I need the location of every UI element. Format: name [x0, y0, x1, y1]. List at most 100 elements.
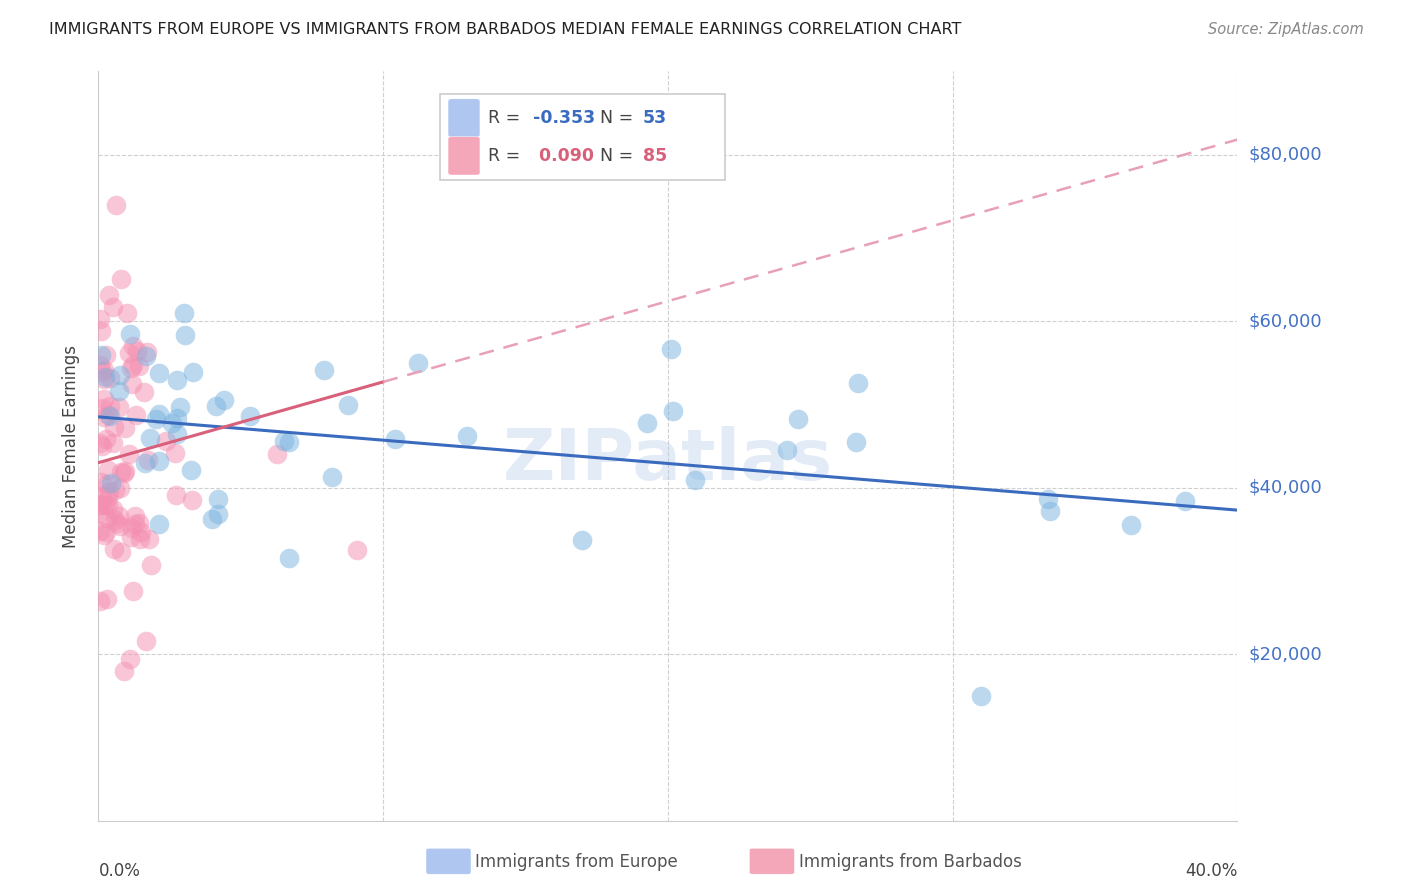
Text: 0.090: 0.090	[533, 147, 595, 165]
Point	[108, 519, 131, 533]
Point	[181, 493, 204, 508]
Point	[118, 652, 141, 666]
Point	[97, 463, 120, 477]
Point	[98, 370, 121, 384]
Point	[118, 447, 141, 461]
Point	[108, 368, 131, 382]
Point	[104, 197, 127, 211]
Point	[204, 399, 226, 413]
Text: Immigrants from Barbados: Immigrants from Barbados	[799, 853, 1022, 871]
Point	[1119, 517, 1142, 532]
Point	[97, 409, 120, 423]
Point	[118, 327, 141, 342]
Point	[122, 359, 145, 373]
Point	[321, 469, 343, 483]
Point	[148, 516, 170, 531]
Text: 53: 53	[643, 109, 666, 127]
Text: $80,000: $80,000	[1249, 145, 1322, 163]
Point	[121, 521, 143, 535]
Point	[636, 416, 658, 430]
Point	[103, 419, 125, 434]
Point	[155, 434, 177, 448]
Point	[128, 532, 150, 546]
Point	[90, 348, 112, 362]
Point	[96, 432, 118, 446]
Text: ZIPatlas: ZIPatlas	[503, 426, 832, 495]
Point	[120, 360, 142, 375]
Point	[96, 591, 118, 606]
Point	[89, 594, 111, 608]
Text: 40.0%: 40.0%	[1185, 862, 1237, 880]
Text: 85: 85	[643, 147, 666, 165]
Point	[112, 466, 135, 480]
FancyBboxPatch shape	[449, 136, 479, 175]
Point	[94, 369, 117, 384]
Point	[662, 404, 685, 418]
Point	[181, 365, 204, 379]
Point	[166, 426, 188, 441]
Point	[129, 525, 152, 540]
Point	[108, 481, 131, 495]
Point	[273, 434, 295, 448]
Point	[103, 483, 125, 497]
Point	[683, 473, 706, 487]
Point	[174, 328, 197, 343]
Point	[90, 439, 112, 453]
Point	[128, 516, 150, 530]
Point	[277, 550, 299, 565]
Point	[145, 412, 167, 426]
Point	[173, 306, 195, 320]
Y-axis label: Median Female Earnings: Median Female Earnings	[62, 344, 80, 548]
Point	[107, 509, 129, 524]
Text: -0.353: -0.353	[533, 109, 596, 127]
Point	[110, 465, 132, 479]
Point	[337, 399, 360, 413]
Point	[114, 464, 136, 478]
Point	[98, 409, 121, 423]
Point	[169, 400, 191, 414]
Point	[94, 498, 117, 512]
Point	[571, 533, 593, 547]
Point	[277, 434, 299, 449]
Point	[212, 393, 235, 408]
Point	[97, 484, 120, 499]
Point	[90, 365, 112, 379]
Point	[124, 516, 146, 531]
Point	[136, 452, 159, 467]
Point	[346, 543, 368, 558]
Point	[101, 300, 124, 314]
Point	[165, 446, 187, 460]
Point	[96, 476, 118, 491]
Point	[121, 377, 143, 392]
Point	[124, 508, 146, 523]
Point	[148, 367, 170, 381]
Point	[89, 359, 111, 373]
Text: R =: R =	[488, 147, 526, 165]
Point	[89, 498, 111, 512]
Point	[90, 489, 112, 503]
Point	[1039, 504, 1062, 518]
Point	[314, 363, 336, 377]
Point	[125, 409, 148, 423]
Point	[118, 346, 141, 360]
Point	[89, 507, 111, 521]
Point	[134, 384, 156, 399]
Point	[207, 491, 229, 506]
Point	[96, 524, 118, 539]
Text: $20,000: $20,000	[1249, 645, 1322, 663]
Point	[104, 513, 127, 527]
Point	[1174, 494, 1197, 508]
Point	[114, 421, 136, 435]
Point	[165, 488, 187, 502]
Point	[93, 528, 115, 542]
Point	[136, 345, 159, 359]
Point	[112, 664, 135, 678]
Point	[659, 342, 682, 356]
Point	[180, 463, 202, 477]
Point	[89, 435, 111, 450]
Point	[93, 409, 115, 424]
Point	[139, 432, 162, 446]
Point	[89, 311, 111, 326]
Point	[90, 324, 112, 338]
Point	[128, 359, 150, 373]
